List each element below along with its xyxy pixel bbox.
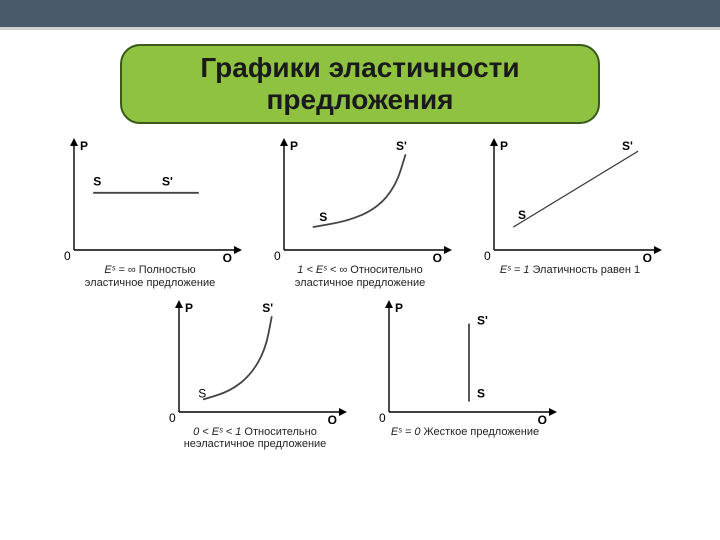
svg-text:S: S [93, 175, 101, 189]
chart-caption-relatively-inelastic: 0 < Eˢ < 1 Относительно неэластичное пре… [184, 426, 327, 451]
topbar [0, 0, 720, 30]
chart-caption-relatively-elastic: 1 < Eˢ < ∞ Относительно эластичное предл… [295, 264, 425, 289]
svg-text:S: S [518, 208, 526, 222]
chart-svg-relatively-inelastic: P Q 0 S S' [155, 294, 355, 424]
svg-text:S: S [198, 386, 206, 400]
chart-svg-unit-elastic: P Q 0 S S' [470, 132, 670, 262]
svg-text:P: P [80, 139, 88, 153]
charts-container: P Q 0 S S' Eˢ = ∞ Полностью эластичное предло… [10, 132, 710, 451]
chart-caption-unit-elastic: Eˢ = 1 Элатичность равен 1 [500, 264, 640, 277]
svg-text:Q: Q [643, 251, 652, 262]
title-box: Графики эластичности предложения [120, 44, 600, 124]
svg-text:S: S [477, 386, 485, 400]
svg-text:S': S' [477, 313, 488, 327]
svg-text:P: P [290, 139, 298, 153]
svg-text:Q: Q [538, 413, 547, 424]
chart-relatively-inelastic: P Q 0 S S' 0 < Eˢ < 1 Относительно неэластичн… [155, 294, 355, 451]
chart-perfectly-inelastic: P Q 0 S S' Eˢ = 0 Жесткое предложение [365, 294, 565, 451]
svg-text:0: 0 [484, 249, 491, 262]
svg-text:0: 0 [169, 411, 176, 424]
svg-text:S': S' [396, 140, 407, 154]
page-title: Графики эластичности предложения [140, 52, 580, 116]
svg-text:P: P [500, 139, 508, 153]
chart-svg-fully-elastic: P Q 0 S S' [50, 132, 250, 262]
svg-text:0: 0 [379, 411, 386, 424]
svg-text:S': S' [622, 140, 633, 154]
svg-text:Q: Q [223, 251, 232, 262]
chart-fully-elastic: P Q 0 S S' Eˢ = ∞ Полностью эластичное предло… [50, 132, 250, 289]
svg-text:0: 0 [64, 249, 71, 262]
svg-text:0: 0 [274, 249, 281, 262]
svg-text:Q: Q [433, 251, 442, 262]
chart-caption-perfectly-inelastic: Eˢ = 0 Жесткое предложение [391, 426, 539, 439]
svg-text:S: S [319, 210, 327, 224]
svg-text:S': S' [262, 301, 273, 315]
chart-unit-elastic: P Q 0 S S' Eˢ = 1 Элатичность равен 1 [470, 132, 670, 289]
svg-text:Q: Q [328, 413, 337, 424]
svg-text:S': S' [162, 175, 173, 189]
svg-text:P: P [185, 301, 193, 315]
chart-caption-fully-elastic: Eˢ = ∞ Полностью эластичное предложение [85, 264, 215, 289]
chart-relatively-elastic: P Q 0 S S' 1 < Eˢ < ∞ Относительно эластичное… [260, 132, 460, 289]
svg-text:P: P [395, 301, 403, 315]
chart-row-1: P Q 0 S S' 0 < Eˢ < 1 Относительно неэластичн… [10, 294, 710, 451]
chart-svg-perfectly-inelastic: P Q 0 S S' [365, 294, 565, 424]
chart-svg-relatively-elastic: P Q 0 S S' [260, 132, 460, 262]
chart-row-0: P Q 0 S S' Eˢ = ∞ Полностью эластичное предло… [10, 132, 710, 289]
